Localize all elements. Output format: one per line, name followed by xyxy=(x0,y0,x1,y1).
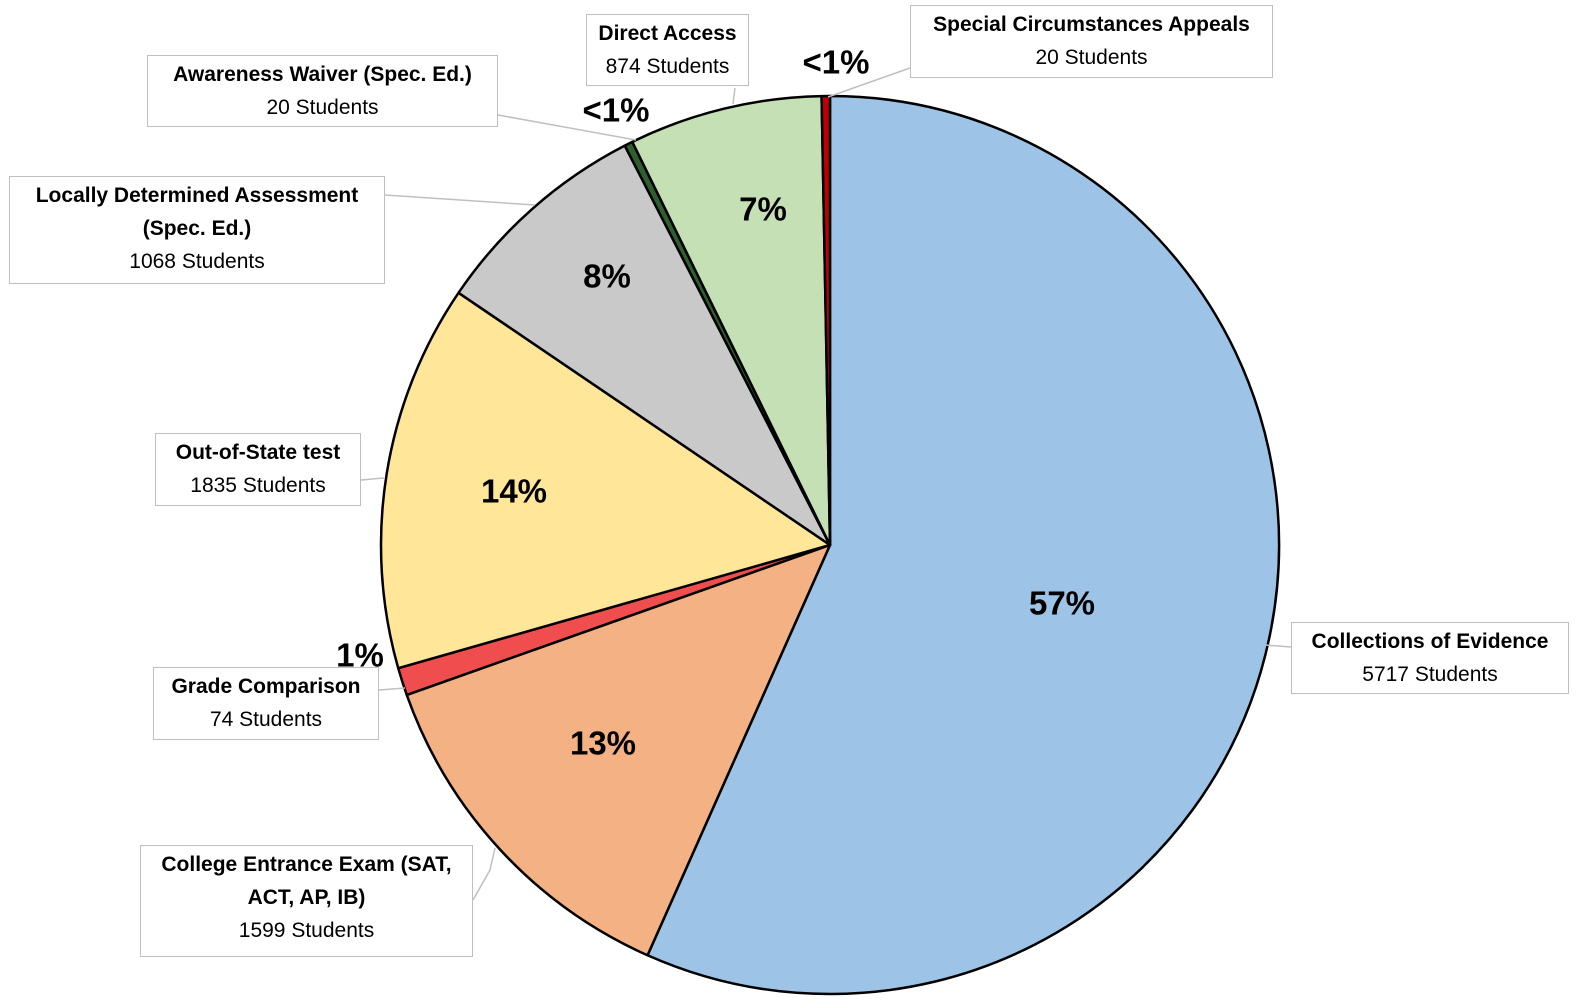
student-count: 5717 Students xyxy=(1362,663,1498,686)
category-label: Awareness Waiver (Spec. Ed.) xyxy=(173,63,472,86)
student-count: 20 Students xyxy=(1035,46,1148,69)
student-count: 1835 Students xyxy=(190,474,326,497)
percent-label: <1% xyxy=(803,44,870,81)
student-count: 20 Students xyxy=(266,96,379,119)
leader-line xyxy=(827,67,911,98)
leader-line xyxy=(472,847,496,901)
label-box: Out-of-State test 1835 Students xyxy=(155,433,361,506)
leader-line xyxy=(384,194,536,206)
category-label: Grade Comparison xyxy=(171,675,361,698)
pie-slice xyxy=(646,94,1281,996)
leader-line xyxy=(732,87,736,105)
percent-label: 8% xyxy=(583,258,631,295)
category-label: Out-of-State test xyxy=(175,441,341,464)
percent-label: 14% xyxy=(481,473,547,510)
category-label: College Entrance Exam (SAT, ACT, AP, IB) xyxy=(161,853,452,909)
student-count: 74 Students xyxy=(209,708,323,731)
category-label: Special Circumstances Appeals xyxy=(933,13,1250,36)
category-label: Direct Access xyxy=(598,22,737,45)
percent-label: 13% xyxy=(570,725,636,762)
percent-label: <1% xyxy=(583,92,650,129)
label-box: Special Circumstances Appeals 20 Students xyxy=(910,5,1273,78)
label-box: Collections of Evidence 5717 Students xyxy=(1291,622,1569,694)
leader-line xyxy=(360,477,385,481)
category-label: Locally Determined Assessment (Spec. Ed.… xyxy=(35,184,359,240)
label-box: Grade Comparison 74 Students xyxy=(153,667,379,740)
category-label: Collections of Evidence xyxy=(1311,630,1549,653)
student-count: 1068 Students xyxy=(129,250,265,273)
pie-slice xyxy=(631,94,832,547)
pie-slice xyxy=(405,543,832,957)
leader-line xyxy=(497,114,637,141)
label-box: Locally Determined Assessment (Spec. Ed.… xyxy=(9,176,385,284)
leader-line xyxy=(378,687,406,691)
label-box: Awareness Waiver (Spec. Ed.) 20 Students xyxy=(147,55,498,127)
leader-line xyxy=(1264,644,1292,648)
percent-label: 57% xyxy=(1029,585,1095,622)
label-box: College Entrance Exam (SAT, ACT, AP, IB)… xyxy=(140,845,473,957)
label-box: Direct Access 874 Students xyxy=(586,14,749,86)
pie-slice xyxy=(457,144,832,547)
student-count: 1599 Students xyxy=(238,919,375,942)
student-count: 874 Students xyxy=(605,55,730,78)
pie-slice xyxy=(379,291,832,670)
percent-label: 7% xyxy=(739,191,787,228)
